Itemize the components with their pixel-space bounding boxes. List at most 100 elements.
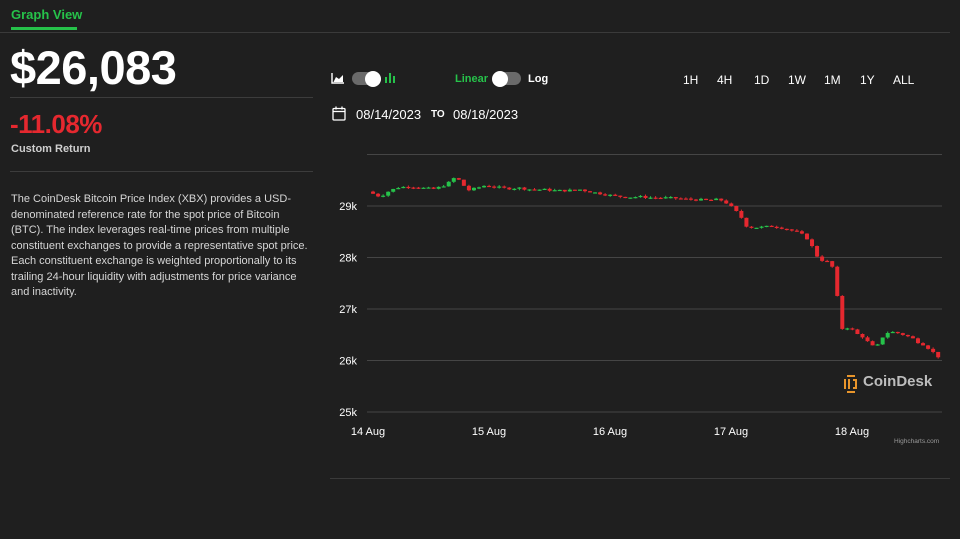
candle-down — [749, 226, 754, 228]
candle-up — [517, 187, 522, 189]
candle-up — [633, 197, 638, 199]
candle-down — [774, 226, 779, 228]
candle-down — [376, 193, 381, 197]
candle-up — [497, 186, 502, 188]
candle-up — [845, 328, 850, 330]
candle-up — [764, 225, 769, 228]
candle-up — [557, 189, 562, 192]
range-button-1h[interactable]: 1H — [683, 73, 699, 87]
candle-up — [482, 185, 487, 188]
range-button-1m[interactable]: 1M — [824, 73, 841, 87]
candle-down — [820, 256, 825, 261]
bottom-divider — [330, 478, 950, 479]
candle-up — [537, 189, 542, 191]
candle-up — [512, 188, 517, 190]
candle-up — [663, 197, 668, 199]
candle-up — [446, 181, 451, 187]
range-button-all[interactable]: ALL — [893, 73, 915, 87]
x-tick-label: 14 Aug — [351, 426, 385, 438]
candle-down — [371, 191, 376, 194]
candle-up — [401, 186, 406, 189]
candle-down — [709, 199, 714, 201]
y-tick-label: 25k — [339, 407, 357, 419]
candle-up — [381, 195, 386, 197]
candle-down — [815, 246, 820, 257]
candle-down — [613, 194, 618, 196]
candle-up — [885, 332, 890, 338]
range-button-1d[interactable]: 1D — [754, 73, 770, 87]
candle-up — [890, 331, 895, 334]
candle-down — [411, 187, 416, 189]
candle-up — [875, 344, 880, 346]
candle-down — [582, 189, 587, 192]
candle-up — [552, 190, 557, 192]
candle-down — [895, 331, 900, 334]
range-button-1y[interactable]: 1Y — [860, 73, 875, 87]
candle-down — [779, 227, 784, 229]
area-chart-icon[interactable] — [331, 72, 345, 84]
candle-down — [623, 196, 628, 199]
candle-up — [396, 188, 401, 190]
date-to-label: TO — [431, 109, 445, 120]
candle-down — [406, 186, 411, 189]
scale-toggle[interactable] — [492, 70, 521, 87]
candle-down — [466, 185, 471, 191]
candle-down — [719, 198, 724, 201]
index-description: The CoinDesk Bitcoin Price Index (XBX) p… — [11, 193, 308, 298]
candle-down — [865, 337, 870, 342]
x-tick-label: 18 Aug — [835, 426, 869, 438]
candle-up — [391, 188, 396, 192]
candle-down — [683, 198, 688, 200]
candle-down — [734, 206, 739, 211]
candle-up — [577, 189, 582, 191]
candle-down — [729, 203, 734, 207]
scale-linear-label[interactable]: Linear — [455, 73, 489, 85]
candle-down — [704, 198, 709, 201]
candle-down — [936, 351, 941, 358]
tab-graph-view[interactable]: Graph View — [11, 7, 83, 22]
candle-up — [714, 198, 719, 201]
return-divider — [10, 171, 313, 172]
scale-log-label[interactable]: Log — [528, 73, 549, 85]
candle-down — [799, 231, 804, 234]
candle-down — [855, 329, 860, 334]
y-tick-label: 27k — [339, 304, 357, 316]
candle-down — [860, 333, 865, 338]
chart-type-toggle[interactable] — [352, 70, 381, 87]
candle-down — [870, 341, 875, 346]
candle-down — [461, 179, 466, 186]
price-chart[interactable]: 25k 26k 27k 28k 29k 14 Aug 15 Aug 16 Aug 17 Aug 1… — [330, 150, 950, 445]
candle-down — [492, 186, 497, 188]
range-button-4h[interactable]: 4H — [717, 73, 733, 87]
range-button-1w[interactable]: 1W — [788, 73, 806, 87]
candle-up — [386, 191, 391, 196]
calendar-icon[interactable] — [332, 106, 346, 121]
candle-down — [744, 217, 749, 227]
candle-down — [794, 230, 799, 232]
candle-down — [850, 328, 855, 330]
candle-up — [648, 197, 653, 199]
candle-down — [603, 194, 608, 196]
candle-up — [754, 227, 759, 229]
scale-toggle-knob — [492, 70, 508, 87]
date-from[interactable]: 08/14/2023 — [356, 107, 422, 122]
candle-down — [487, 185, 492, 188]
highcharts-credit[interactable]: Highcharts.com — [894, 438, 940, 445]
candle-down — [825, 260, 830, 263]
current-price: $26,083 — [10, 41, 177, 94]
coindesk-watermark: CoinDesk — [863, 373, 933, 390]
y-tick-label: 29k — [339, 201, 357, 213]
y-tick-label: 26k — [339, 356, 357, 368]
date-to[interactable]: 08/18/2023 — [453, 107, 519, 122]
candle-up — [638, 195, 643, 198]
candle-down — [830, 261, 835, 267]
candle-down — [810, 239, 815, 247]
candle-down — [910, 336, 915, 339]
candle-down — [532, 189, 537, 191]
candle-down — [653, 197, 658, 199]
candle-down — [416, 187, 421, 189]
bar-chart-icon[interactable] — [384, 72, 396, 84]
candle-down — [915, 338, 920, 344]
x-tick-label: 16 Aug — [593, 426, 627, 438]
candle-down — [840, 295, 845, 329]
